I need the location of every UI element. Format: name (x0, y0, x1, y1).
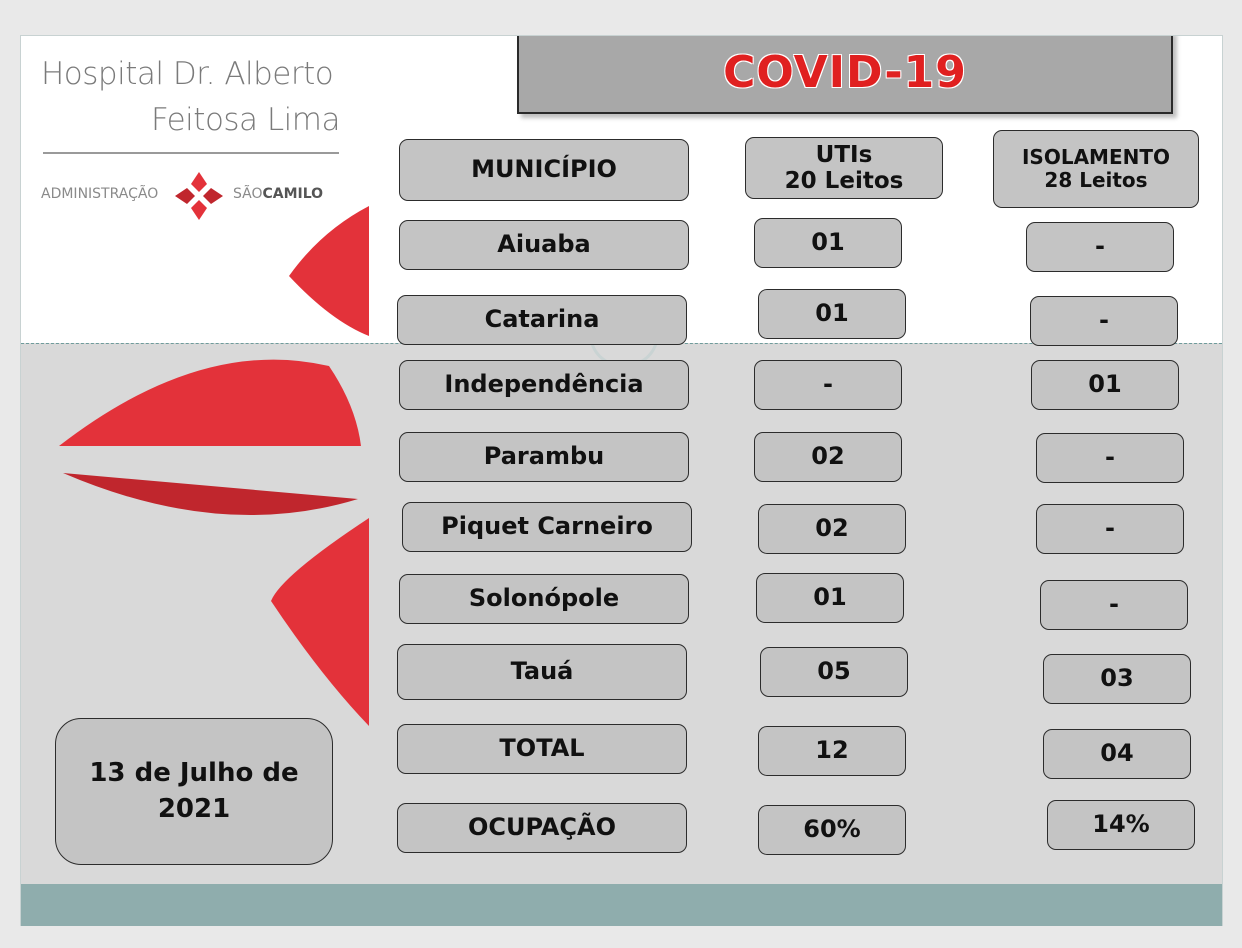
row-isolamento-value: - (1036, 433, 1184, 483)
row-isolamento-value: - (1026, 222, 1174, 272)
ocupacao-isolamento-value: 14% (1047, 800, 1195, 850)
petal-bottom (271, 518, 369, 726)
sao-camilo-cross-icon (175, 172, 223, 220)
row-utis-value: 02 (758, 504, 906, 554)
title-banner: COVID-19 (517, 36, 1173, 114)
row-isolamento-value: - (1036, 504, 1184, 554)
footer-bar (21, 884, 1222, 926)
row-isolamento-value: - (1030, 296, 1178, 346)
logo-admin-label: ADMINISTRAÇÃO (41, 186, 159, 202)
logo-sao-camilo-label: SÃOCAMILO (233, 186, 324, 202)
header-municipio: MUNICÍPIO (399, 139, 689, 201)
red-petals-decoration (59, 206, 369, 726)
total-label: TOTAL (397, 724, 687, 774)
row-utis-value: 02 (754, 432, 902, 482)
header-isolamento: ISOLAMENTO 28 Leitos (993, 130, 1199, 208)
logo-divider (43, 152, 339, 154)
row-municipio: Tauá (397, 644, 687, 700)
row-municipio: Independência (399, 360, 689, 410)
row-utis-value: - (754, 360, 902, 410)
petal-middle (63, 473, 358, 516)
row-isolamento-value: 01 (1031, 360, 1179, 410)
row-utis-value: 01 (758, 289, 906, 339)
row-isolamento-value: 03 (1043, 654, 1191, 704)
date-label: 13 de Julho de 2021 (55, 718, 333, 865)
row-isolamento-value: - (1040, 580, 1188, 630)
row-utis-value: 01 (754, 218, 902, 268)
petal-top (289, 206, 369, 336)
slide: Hospital Dr. Alberto Feitosa Lima ADMINI… (20, 35, 1223, 926)
row-municipio: Catarina (397, 295, 687, 345)
page-title: COVID-19 (723, 46, 967, 98)
row-utis-value: 01 (756, 573, 904, 623)
row-utis-value: 05 (760, 647, 908, 697)
header-utis: UTIs 20 Leitos (745, 137, 943, 199)
total-utis-value: 12 (758, 726, 906, 776)
petal-left (59, 359, 361, 446)
logo-hospital-name-line2: Feitosa Lima (150, 102, 341, 138)
row-municipio: Aiuaba (399, 220, 689, 270)
ocupacao-label: OCUPAÇÃO (397, 803, 687, 853)
total-isolamento-value: 04 (1043, 729, 1191, 779)
row-municipio: Parambu (399, 432, 689, 482)
ocupacao-utis-value: 60% (758, 805, 906, 855)
logo-hospital-name-line1: Hospital Dr. Alberto (41, 56, 334, 92)
row-municipio: Solonópole (399, 574, 689, 624)
row-municipio: Piquet Carneiro (402, 502, 692, 552)
